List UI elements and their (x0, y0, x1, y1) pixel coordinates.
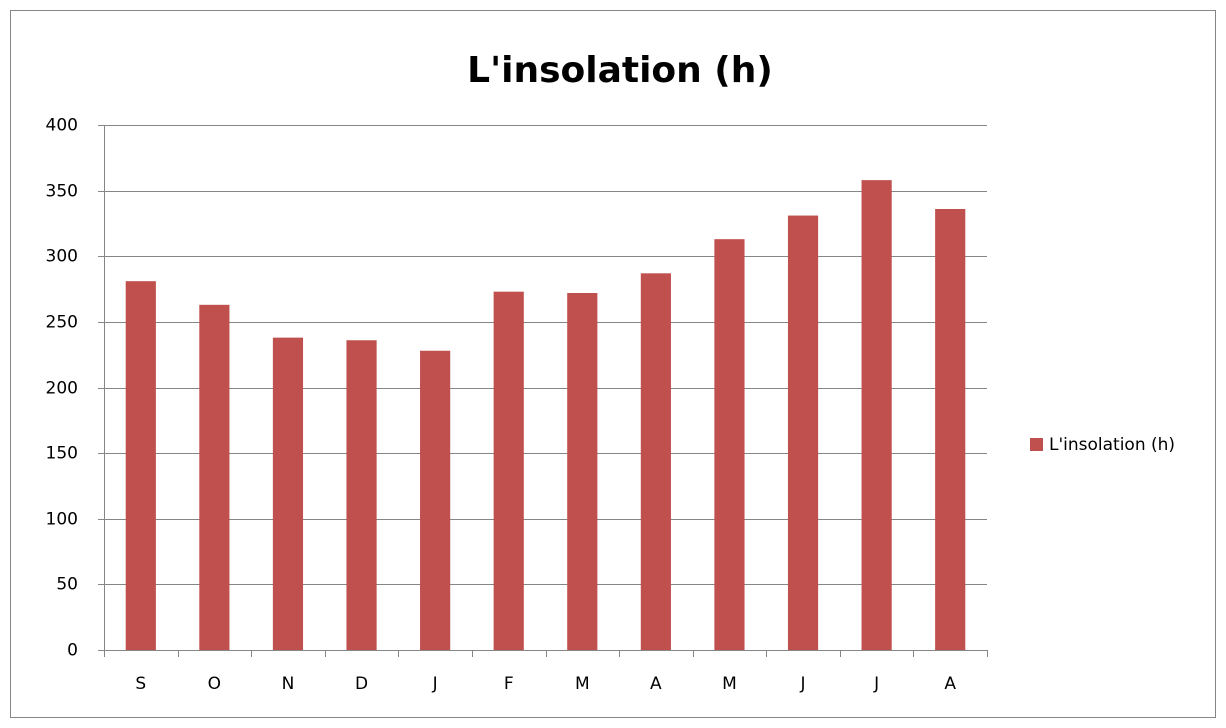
x-tick-label: J (873, 674, 879, 694)
chart-title: L'insolation (h) (467, 50, 773, 91)
x-tick-label: O (208, 674, 221, 694)
y-tick-label: 400 (46, 116, 78, 136)
bar (787, 215, 819, 650)
x-tick-label: J (800, 674, 806, 694)
bar (125, 281, 156, 650)
chart-border (10, 10, 1216, 718)
bar (567, 293, 598, 650)
x-tick-label: M (575, 674, 590, 694)
bar (272, 337, 304, 650)
bar (640, 273, 671, 650)
x-tick-label: N (282, 674, 295, 694)
x-tick-label: S (135, 674, 146, 694)
x-tick-label: F (504, 674, 514, 694)
x-tick-label: M (722, 674, 737, 694)
x-tick-label: A (944, 674, 956, 694)
bar (199, 304, 230, 650)
y-tick-label: 350 (46, 182, 78, 202)
y-tick-label: 200 (46, 379, 78, 399)
y-tick-label: 300 (46, 247, 78, 267)
legend-label: L'insolation (h) (1049, 435, 1175, 455)
bar (420, 350, 451, 650)
y-tick-label: 100 (46, 510, 78, 530)
y-tick-label: 50 (56, 575, 78, 595)
y-tick-label: 150 (46, 444, 78, 464)
bar (346, 340, 377, 650)
bar (935, 209, 966, 650)
bar (861, 180, 892, 650)
legend-swatch (1030, 438, 1043, 451)
x-tick-label: D (355, 674, 368, 694)
bar (714, 239, 745, 650)
y-tick-label: 250 (46, 313, 78, 333)
y-tick-label: 0 (67, 641, 78, 661)
x-tick-label: J (432, 674, 438, 694)
x-tick-label: A (650, 674, 662, 694)
bar (493, 291, 524, 650)
